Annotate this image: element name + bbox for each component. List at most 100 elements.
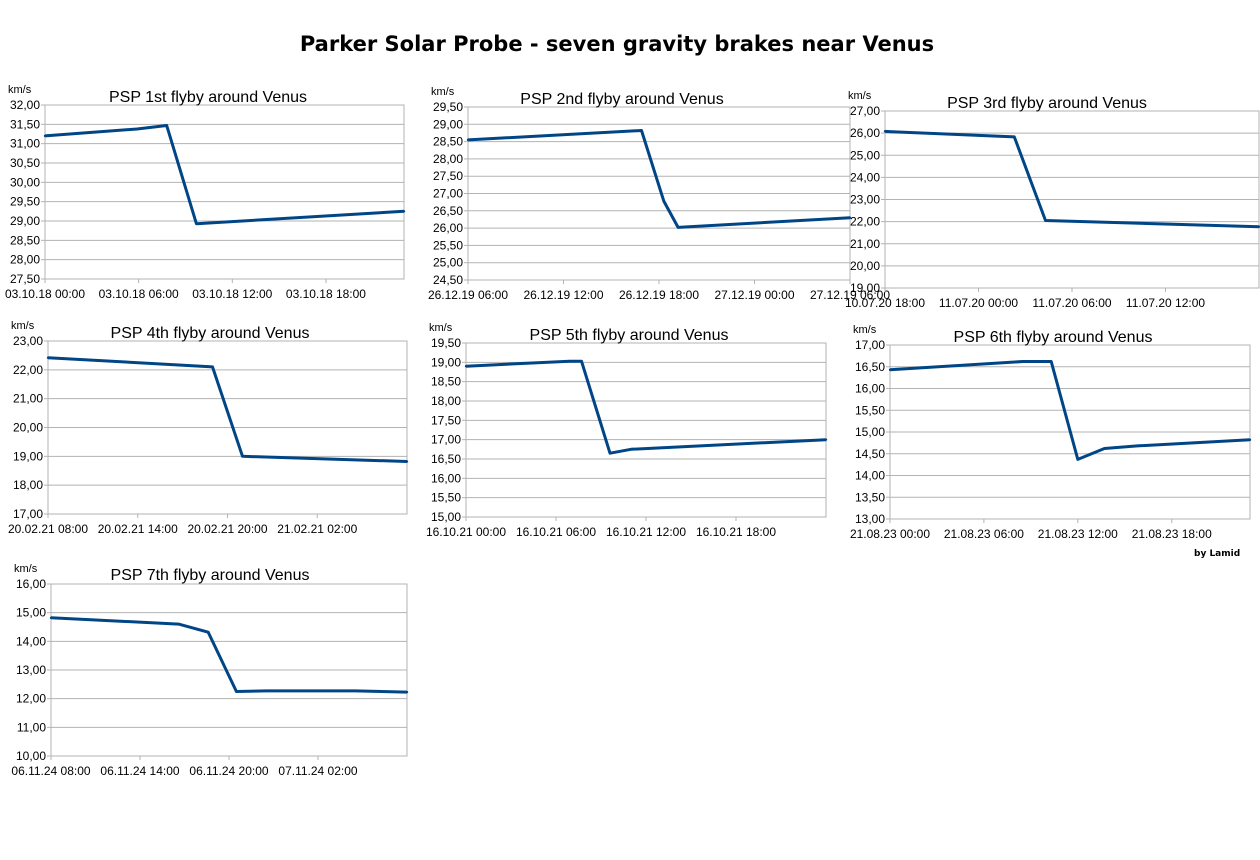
- y-tick-label: 28,00: [433, 152, 463, 166]
- y-tick-label: 26,50: [433, 204, 463, 218]
- speed-series-line: [465, 359, 827, 455]
- data-point: [629, 448, 633, 451]
- x-tick-label: 21.08.23 06:00: [944, 527, 1024, 541]
- x-tick-label: 21.08.23 18:00: [1132, 527, 1212, 541]
- plot-area: [465, 342, 827, 518]
- y-tick-label: 25,00: [433, 256, 463, 270]
- chart-title: PSP 6th flyby around Venus: [954, 329, 1153, 346]
- x-tick-label: 06.11.24 08:00: [11, 764, 91, 778]
- x-tick-label: 20.02.21 20:00: [187, 522, 267, 536]
- y-tick-label: 17,00: [855, 338, 885, 352]
- data-point: [405, 460, 409, 463]
- x-tick-label: 06.11.24 20:00: [189, 764, 269, 778]
- y-tick-label: 21,00: [850, 237, 880, 251]
- chart-flyby-6: 13,00 13,50 14,00 14,50 15,00 15,50 16,00 16,50…: [850, 324, 1252, 541]
- y-tick-label: 21,00: [13, 392, 43, 406]
- y-tick-label: 28,50: [10, 233, 40, 247]
- y-tick-label: 28,50: [433, 135, 463, 149]
- data-point: [177, 622, 180, 626]
- x-tick-label: 27.12.19 00:00: [714, 288, 794, 302]
- y-axis-label: km/s: [14, 563, 38, 575]
- data-point: [1103, 447, 1106, 450]
- chart-title: PSP 1st flyby around Venus: [109, 89, 307, 106]
- data-point: [1248, 438, 1252, 442]
- y-tick-label: 27,00: [433, 187, 463, 201]
- y-tick-label: 15,50: [855, 403, 885, 417]
- y-tick-label: 26,00: [433, 221, 463, 235]
- y-tick-label: 13,00: [16, 663, 46, 677]
- y-tick-label: 13,00: [855, 512, 885, 526]
- x-tick-label: 11.07.20 00:00: [939, 296, 1019, 310]
- data-point: [662, 199, 665, 203]
- x-tick-label: 03.10.18 12:00: [192, 287, 272, 301]
- y-tick-label: 10,00: [16, 749, 46, 763]
- y-tick-label: 30,00: [10, 175, 40, 189]
- y-axis-label: km/s: [11, 320, 35, 332]
- y-tick-label: 24,00: [850, 170, 880, 184]
- speed-series-line: [884, 129, 1260, 229]
- x-tick-label: 03.10.18 06:00: [99, 287, 179, 301]
- y-tick-label: 31,00: [10, 137, 40, 151]
- data-point: [46, 356, 50, 359]
- chart-title: PSP 2nd flyby around Venus: [520, 91, 723, 108]
- x-tick-label: 07.11.24 02:00: [278, 764, 358, 778]
- y-tick-label: 29,50: [433, 100, 463, 114]
- chart-title: PSP 5th flyby around Venus: [530, 327, 729, 344]
- data-point: [580, 359, 583, 363]
- y-tick-label: 14,00: [855, 469, 885, 483]
- author-credit: by Lamid: [1194, 549, 1241, 559]
- y-tick-label: 20,00: [13, 421, 43, 435]
- speed-series-line: [47, 356, 408, 463]
- plot-area: [44, 104, 405, 280]
- speed-series-line: [50, 616, 408, 694]
- y-tick-label: 16,00: [431, 471, 461, 485]
- data-point: [235, 690, 238, 693]
- x-tick-label: 21.08.23 00:00: [850, 527, 930, 541]
- data-point: [568, 359, 571, 363]
- data-point: [49, 616, 53, 620]
- data-point: [264, 689, 268, 693]
- x-tick-label: 16.10.21 00:00: [426, 525, 506, 539]
- x-tick-label: 27.12.19 06:00: [810, 288, 890, 302]
- data-point: [1257, 225, 1260, 228]
- y-tick-label: 23,00: [850, 193, 880, 207]
- y-axis-label: km/s: [431, 86, 455, 98]
- data-point: [466, 138, 470, 142]
- y-tick-label: 22,00: [13, 363, 43, 377]
- y-tick-label: 14,00: [16, 634, 46, 648]
- y-axis-label: km/s: [429, 322, 453, 334]
- data-point: [195, 222, 198, 225]
- y-tick-label: 16,00: [16, 577, 46, 591]
- y-tick-label: 18,50: [431, 375, 461, 389]
- y-tick-label: 27,50: [10, 272, 40, 286]
- data-point: [241, 455, 244, 458]
- data-point: [135, 127, 139, 131]
- x-tick-label: 03.10.18 00:00: [5, 287, 85, 301]
- y-tick-label: 32,00: [10, 98, 40, 112]
- y-tick-label: 27,50: [433, 169, 463, 183]
- y-tick-label: 15,50: [431, 491, 461, 505]
- y-tick-label: 17,50: [431, 413, 461, 427]
- x-tick-label: 16.10.21 12:00: [606, 525, 686, 539]
- data-point: [883, 130, 887, 133]
- x-tick-label: 06.11.24 14:00: [100, 764, 180, 778]
- x-tick-label: 11.07.20 06:00: [1032, 296, 1112, 310]
- y-tick-label: 15,00: [855, 425, 885, 439]
- y-tick-label: 23,00: [13, 334, 43, 348]
- y-tick-label: 29,00: [10, 214, 40, 228]
- x-tick-label: 21.08.23 12:00: [1038, 527, 1118, 541]
- y-tick-label: 12,00: [16, 692, 46, 706]
- y-tick-label: 29,50: [10, 195, 40, 209]
- y-tick-label: 28,00: [10, 253, 40, 267]
- data-point: [608, 452, 612, 455]
- x-tick-label: 16.10.21 06:00: [516, 525, 596, 539]
- y-tick-label: 15,00: [16, 606, 46, 620]
- y-tick-label: 27,00: [850, 104, 880, 118]
- x-tick-label: 26.12.19 12:00: [523, 288, 603, 302]
- y-tick-label: 19,50: [431, 336, 461, 350]
- x-tick-label: 21.02.21 02:00: [277, 522, 357, 536]
- chart-flyby-7: 10,00 11,00 12,00 13,00 14,00 15,00 16,00 06.11…: [11, 563, 409, 778]
- data-point: [1044, 219, 1047, 222]
- y-tick-label: 19,00: [13, 449, 43, 463]
- data-point: [888, 368, 892, 371]
